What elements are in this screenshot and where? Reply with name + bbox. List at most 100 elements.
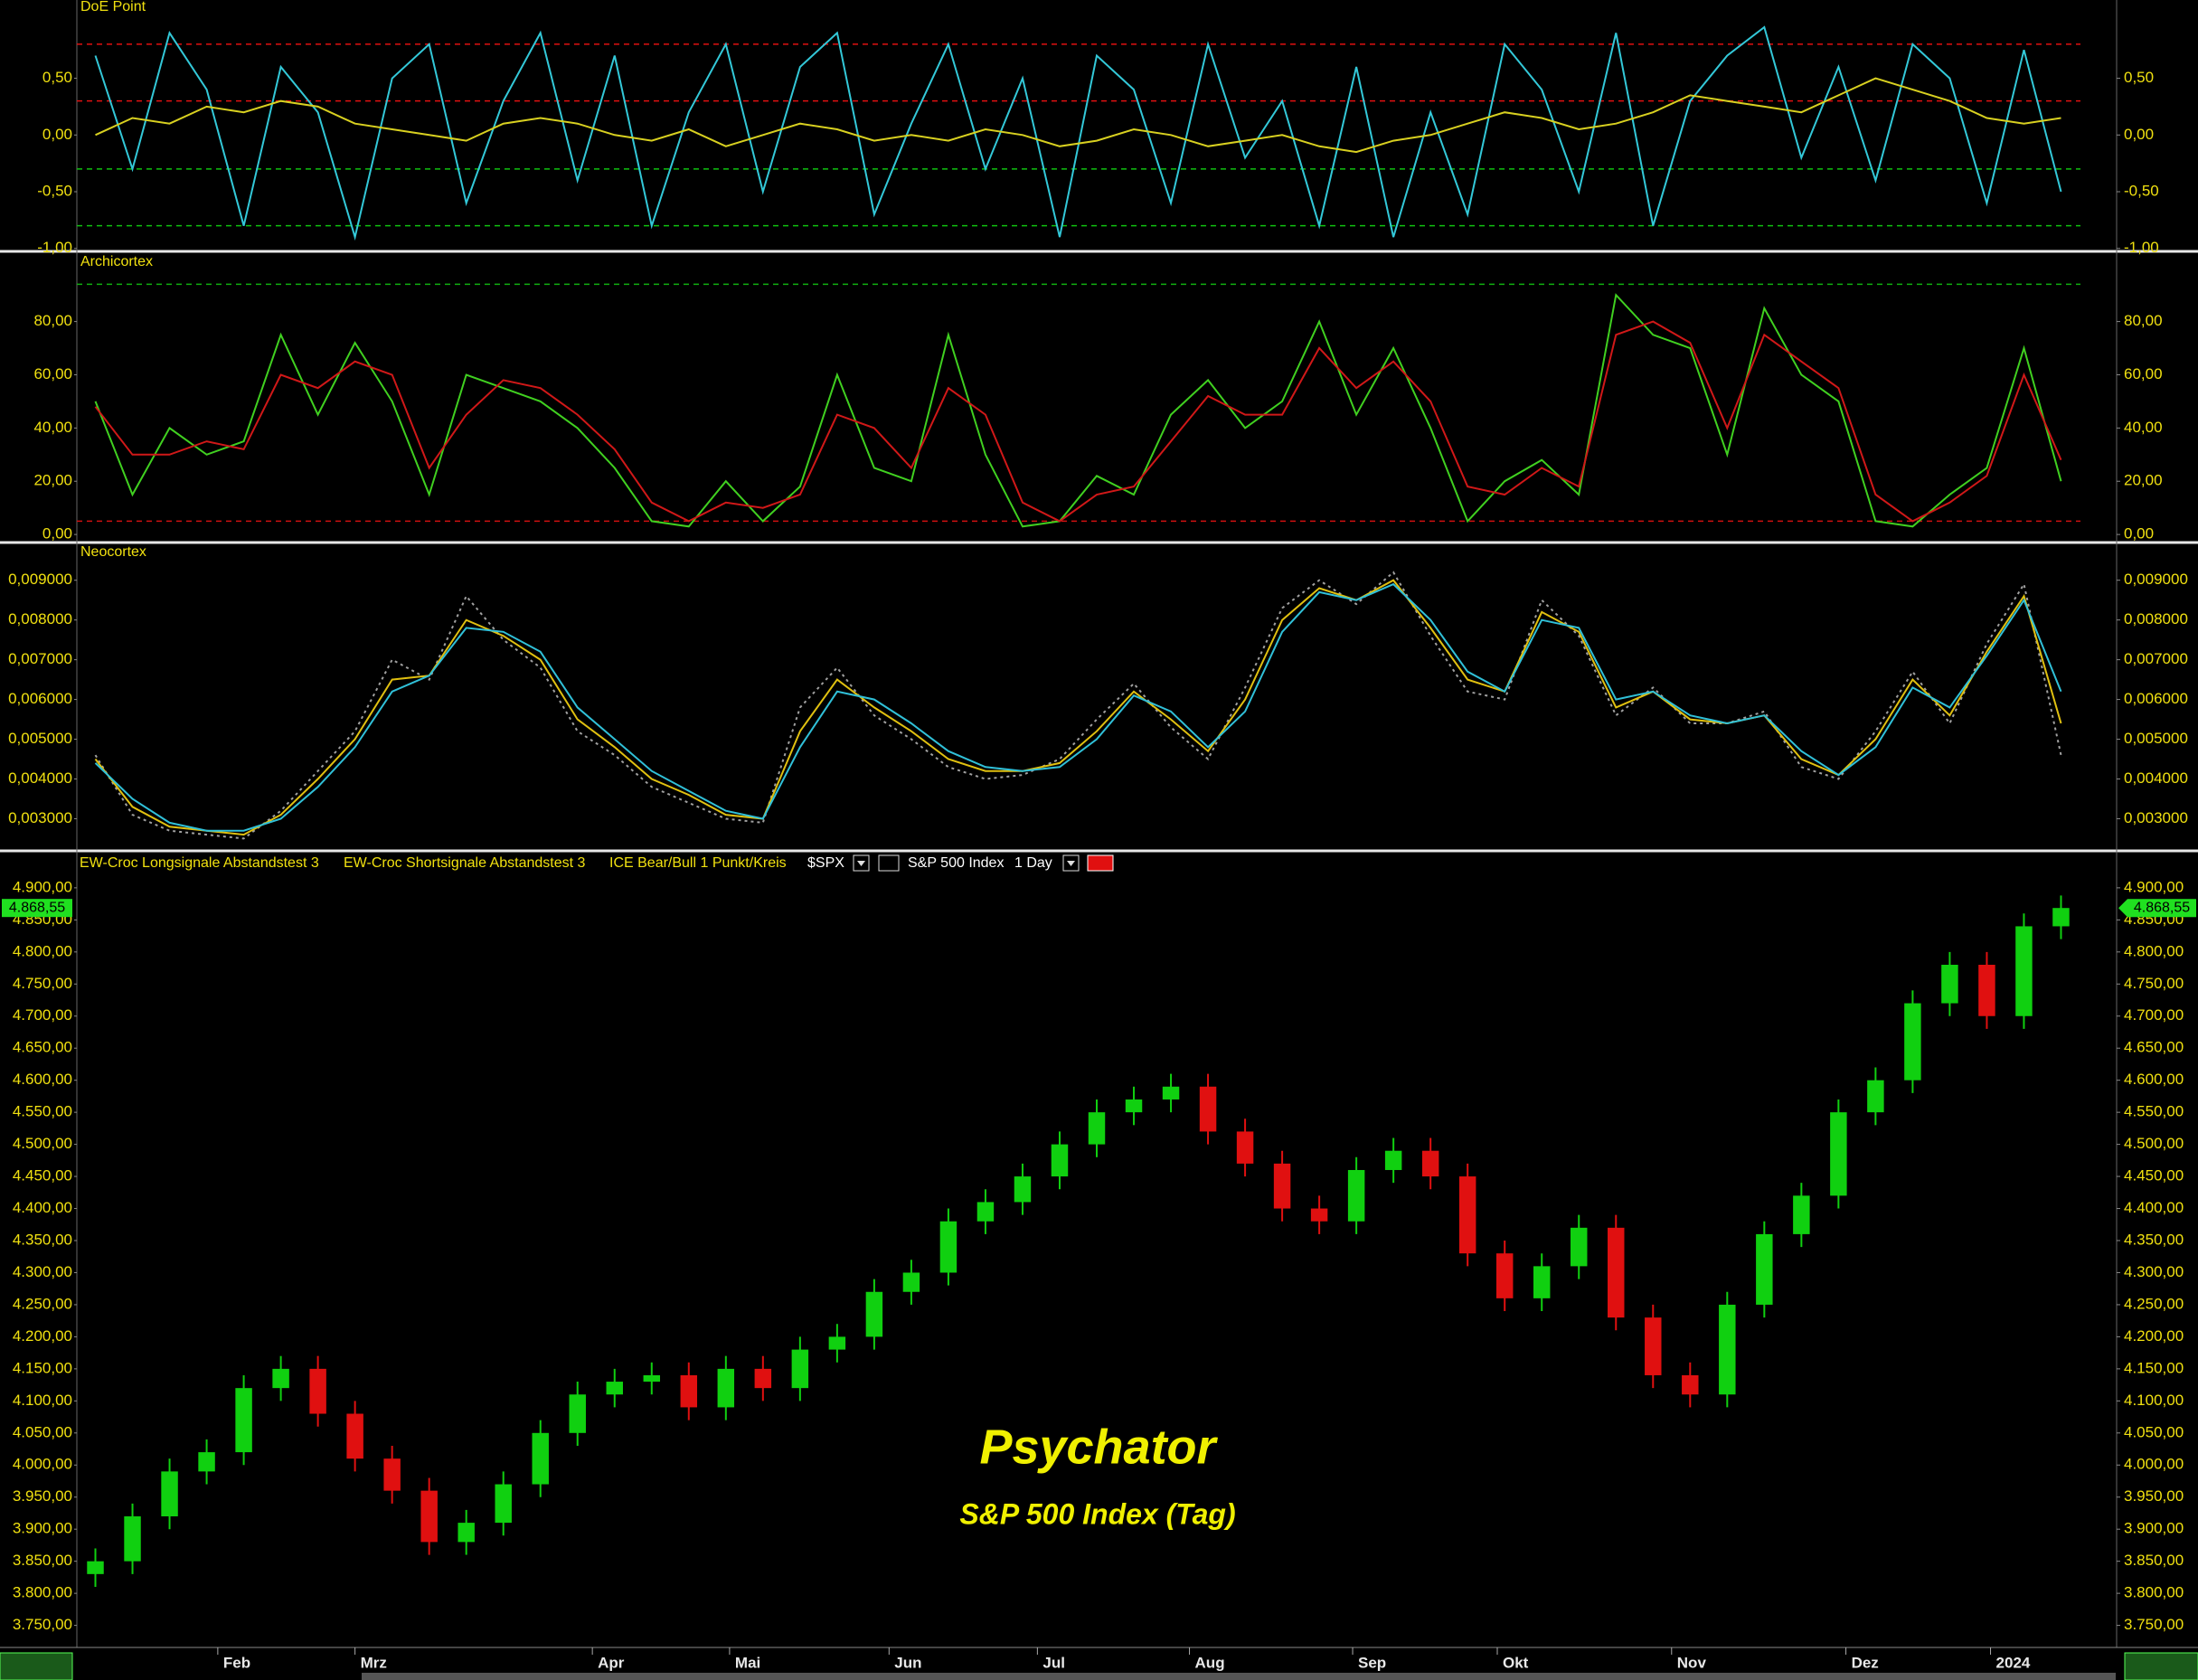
interval[interactable]: 1 Day [1014, 855, 1052, 871]
dropdown[interactable] [1062, 854, 1080, 872]
y-tick-label: 3.900,00 [13, 1520, 72, 1537]
scrollbar[interactable] [362, 1673, 2116, 1680]
instrument-name: S&P 500 Index [908, 855, 1004, 871]
y-tick-label: 0,003000 [2124, 809, 2188, 826]
y-tick-label: 4.800,00 [2124, 942, 2184, 959]
indicator-line [94, 293, 2062, 528]
y-tick-label: 0,00 [42, 126, 72, 143]
dropdown[interactable] [853, 854, 870, 872]
candle-body [643, 1374, 661, 1383]
indicator-label[interactable]: ICE Bear/Bull 1 Punkt/Kreis [609, 855, 787, 871]
candle-body [87, 1561, 104, 1574]
y-tick-label: 20,00 [33, 472, 72, 489]
candle-body [1978, 965, 1995, 1016]
x-tick-label: Okt [1503, 1654, 1529, 1671]
y-tick-label: 4.100,00 [13, 1392, 72, 1409]
candle-body [1014, 1176, 1032, 1203]
y-tick-label: 4.900,00 [13, 878, 72, 895]
dropdown[interactable] [878, 854, 900, 872]
toolbar: EW-Croc Longsignale Abstandstest 3 EW-Cr… [80, 854, 1114, 872]
y-tick-label: 0,004000 [2124, 769, 2188, 787]
candle-body [1347, 1169, 1365, 1222]
x-tick-label: Mrz [361, 1654, 387, 1671]
y-tick-label: 4.450,00 [2124, 1167, 2184, 1184]
candle-body [1236, 1131, 1254, 1164]
indicator-label[interactable]: EW-Croc Shortsignale Abstandstest 3 [344, 855, 585, 871]
y-tick-label: 0,00 [2124, 525, 2154, 543]
y-tick-label: 4.050,00 [13, 1423, 72, 1440]
candle-body [1904, 1003, 1921, 1081]
candle-body [1941, 965, 1958, 1004]
candle-body [606, 1382, 623, 1395]
x-tick-label: Jul [1042, 1654, 1065, 1671]
candle-body [458, 1523, 475, 1543]
candle-body [1162, 1086, 1180, 1100]
panel [94, 571, 2062, 840]
candle-body [976, 1202, 995, 1222]
y-tick-label: 60,00 [2124, 365, 2163, 382]
y-tick-label: 3.750,00 [2124, 1616, 2184, 1633]
y-tick-label: 4.150,00 [2124, 1359, 2184, 1376]
y-tick-label: 4.550,00 [2124, 1103, 2184, 1120]
y-tick-label: 4.250,00 [13, 1295, 72, 1312]
x-tick-label: Jun [894, 1654, 921, 1671]
panel [77, 283, 2080, 528]
alert-button[interactable] [1087, 854, 1114, 872]
symbol[interactable]: $SPX [807, 855, 844, 871]
candle-body [1125, 1099, 1143, 1113]
y-tick-label: 60,00 [33, 365, 72, 382]
candle-body [532, 1432, 549, 1485]
panel-title: Neocortex [80, 544, 146, 560]
candle-body [198, 1452, 215, 1472]
candle-body [1199, 1086, 1217, 1132]
dropdown-arrow [1067, 861, 1075, 866]
candle-body [495, 1484, 512, 1524]
y-tick-label: 4.300,00 [2124, 1263, 2184, 1280]
watermark-subtitle: S&P 500 Index (Tag) [959, 1497, 1235, 1530]
x-tick-label: Mai [735, 1654, 760, 1671]
y-tick-label: 40,00 [33, 419, 72, 436]
y-tick-label: 4.900,00 [2124, 878, 2184, 895]
y-tick-label: 4.350,00 [13, 1231, 72, 1248]
candle-body [902, 1272, 920, 1292]
corner-button[interactable] [2124, 1652, 2198, 1680]
candle-body [1495, 1253, 1514, 1298]
y-tick-label: 4.450,00 [13, 1167, 72, 1184]
corner-button[interactable] [0, 1652, 73, 1680]
indicator-line [95, 77, 2061, 154]
y-tick-label: 4.700,00 [2124, 1006, 2184, 1024]
candle-body [161, 1471, 178, 1517]
x-tick-label: Feb [223, 1654, 250, 1671]
candle-body [1830, 1112, 1847, 1196]
y-tick-label: 80,00 [2124, 312, 2163, 329]
y-tick-label: 4.800,00 [13, 942, 72, 959]
candle-body [346, 1413, 363, 1459]
candle-body [1384, 1150, 1402, 1170]
indicator-label[interactable]: EW-Croc Longsignale Abstandstest 3 [80, 855, 319, 871]
candle-body [1756, 1233, 1773, 1305]
y-tick-label: 0,009000 [2124, 571, 2188, 588]
y-tick-label: 4.000,00 [13, 1456, 72, 1473]
y-tick-label: 3.800,00 [2124, 1584, 2184, 1601]
y-tick-label: 4.100,00 [2124, 1392, 2184, 1409]
candle-body [1458, 1176, 1476, 1254]
y-tick-label: 3.750,00 [13, 1616, 72, 1633]
candle-body [2015, 926, 2033, 1016]
y-tick-label: 0,50 [42, 69, 72, 86]
y-tick-label: 4.750,00 [13, 975, 72, 992]
panel [87, 895, 2070, 1588]
x-tick-label: Dez [1852, 1654, 1879, 1671]
y-tick-label: 40,00 [2124, 419, 2163, 436]
y-tick-label: 0,00 [2124, 126, 2154, 143]
candle-body [754, 1368, 772, 1389]
last-price-label: 4.868,55 [2134, 900, 2190, 915]
indicator-line [94, 320, 2062, 523]
y-tick-label: 4.650,00 [2124, 1039, 2184, 1056]
candle-body [680, 1374, 698, 1408]
y-tick-label: 3.850,00 [13, 1552, 72, 1569]
y-tick-label: 0,50 [2124, 69, 2154, 86]
candle-body [939, 1221, 957, 1273]
